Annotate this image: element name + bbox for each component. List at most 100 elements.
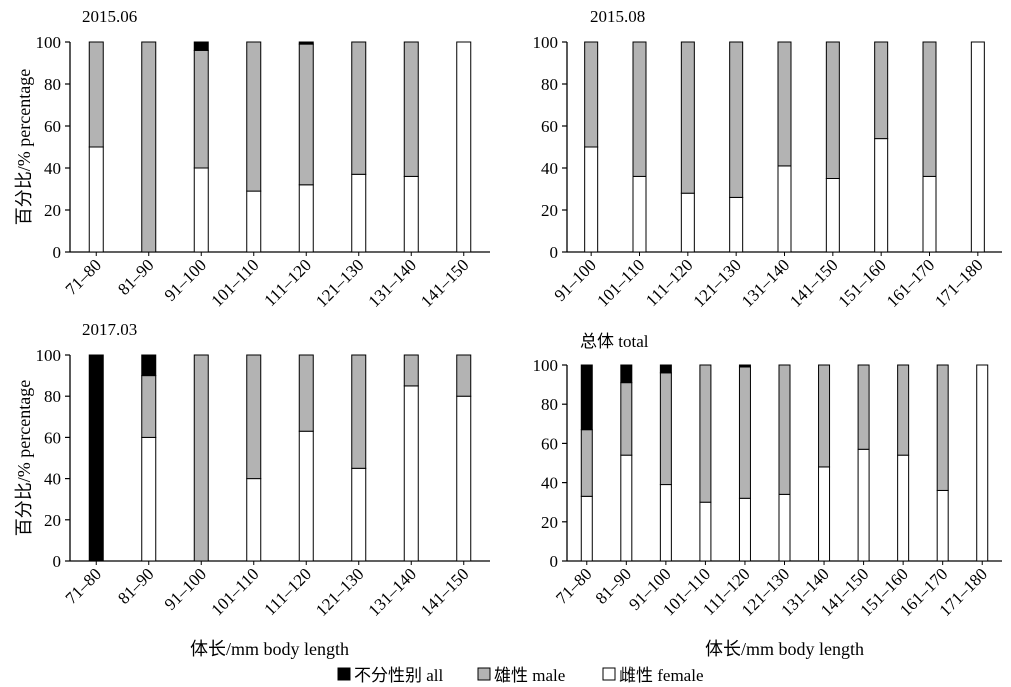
bar-segment-male [141,375,157,438]
bar-segment-female [729,196,744,253]
y-tick-label: 60 [44,117,61,136]
chart-panel-4: 总体 total02040608010071–8081–9091–100101–… [533,332,1002,659]
legend-label-female: 雌性 female [619,666,704,685]
y-tick-label: 20 [541,201,558,220]
bar-segment-male [729,41,744,198]
bar-segment-female [738,497,751,562]
bar-segment-female [777,165,792,253]
x-tick-label: 111–120 [260,255,315,310]
bar-segment-all [620,364,633,384]
x-tick-label: 141–150 [417,255,473,311]
bar-segment-male [351,354,367,469]
bar-segment-female [403,175,419,253]
bar-segment-male [141,41,157,253]
x-tick-label: 71–80 [552,564,595,607]
bar-segment-female [897,454,910,562]
y-tick-label: 80 [44,387,61,406]
y-tick-label: 40 [44,159,61,178]
bar-segment-male [699,364,712,503]
x-axis-label: 体长/mm body length [705,639,864,659]
bar-segment-female [699,501,712,562]
bar-segment-male [88,41,104,148]
bar-segment-female [680,192,695,253]
panel-title: 2017.03 [82,320,137,339]
y-tick-label: 20 [44,511,61,530]
y-tick-label: 60 [44,428,61,447]
bar-segment-all [738,364,751,368]
bar-segment-female [818,466,831,562]
y-tick-label: 0 [53,243,62,262]
bar-segment-male [580,429,593,497]
x-tick-label: 131–140 [738,255,794,311]
y-tick-label: 20 [541,513,558,532]
y-tick-label: 60 [541,117,558,136]
bar-segment-female [976,364,989,562]
bar-segment-male [738,366,751,499]
bar-segment-female [351,173,367,253]
bar-segment-male [680,41,695,194]
x-tick-label: 121–130 [689,255,745,311]
bar-segment-male [620,382,633,456]
bar-segment-male [351,41,367,175]
bar-segment-female [659,484,672,562]
bar-segment-female [778,493,791,562]
bar-segment-male [778,364,791,495]
y-tick-label: 40 [44,470,61,489]
bar-segment-female [922,175,937,253]
bar-segment-female [298,184,314,253]
y-axis-label: 百分比/% percentage [14,380,34,536]
bar-segment-male [298,354,314,432]
bar-segment-all [298,41,314,45]
x-tick-label: 91–100 [161,255,210,304]
bar-segment-male [777,41,792,167]
x-tick-label: 131–140 [365,564,421,620]
chart-panel-2: 2015.0802040608010091–100101–110111–1201… [533,7,1002,311]
bar-segment-female [456,395,472,562]
bar-segment-female [632,175,647,253]
legend-swatch-all [337,667,351,681]
y-axis-label: 百分比/% percentage [14,69,34,225]
bar-segment-female [584,146,599,253]
x-axis-label: 体长/mm body length [190,639,349,659]
y-tick-label: 80 [541,395,558,414]
y-tick-label: 40 [541,474,558,493]
x-tick-label: 141–150 [786,255,842,311]
bar-segment-male [818,364,831,468]
bar-segment-female [874,138,889,253]
bar-segment-female [825,178,840,253]
y-tick-label: 80 [541,75,558,94]
panel-title: 2015.06 [82,7,137,26]
y-tick-label: 0 [53,552,62,571]
bar-segment-male [825,41,840,179]
x-tick-label: 81–90 [114,255,157,298]
legend-item-male: 雄性 male [477,666,565,685]
x-tick-label: 111–120 [260,564,315,619]
bar-segment-male [897,364,910,456]
legend: 不分性别 all 雄性 male 雌性 female [337,666,704,685]
legend-label-male: 雄性 male [494,666,565,685]
legend-item-all: 不分性别 all [337,666,444,685]
x-tick-label: 71–80 [62,255,105,298]
y-tick-label: 100 [36,33,62,52]
bar-segment-male [193,49,209,169]
x-tick-label: 111–120 [642,255,697,310]
bar-segment-male [246,354,262,480]
x-tick-label: 91–100 [161,564,210,613]
bar-segment-male [456,354,472,397]
x-tick-label: 121–130 [312,564,368,620]
bar-segment-female [580,495,593,562]
legend-label-all: 不分性别 all [354,666,444,685]
y-tick-label: 0 [550,552,559,571]
panel-title: 2015.08 [590,7,645,26]
bar-segment-female [970,41,985,253]
bar-segment-female [351,467,367,562]
y-tick-label: 0 [550,243,559,262]
bar-segment-male [403,41,419,177]
y-tick-label: 40 [541,159,558,178]
x-tick-label: 151–160 [834,255,890,311]
bar-segment-male [857,364,870,450]
y-tick-label: 100 [533,33,559,52]
